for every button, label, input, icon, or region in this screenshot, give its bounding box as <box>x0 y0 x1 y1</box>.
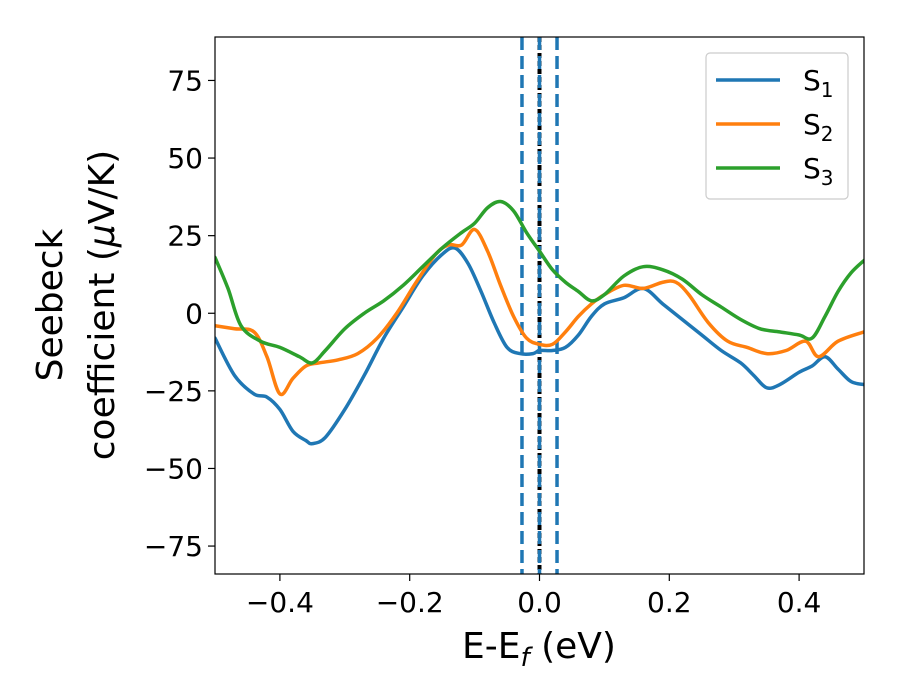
series-line-s3 <box>215 199 864 365</box>
y-tick-label: −25 <box>144 375 203 408</box>
x-axis: −0.4 −0.2 0.0 0.2 0.4 <box>246 574 821 619</box>
y-tick-label: 0 <box>185 297 203 330</box>
legend: S1 S2 S3 <box>705 52 849 200</box>
series-group <box>215 199 864 446</box>
reference-lines <box>520 37 559 574</box>
legend-box <box>705 52 849 200</box>
y-axis-title-line1: Seebeck <box>30 228 71 381</box>
y-tick-label: 25 <box>167 220 203 253</box>
x-tick-label: −0.4 <box>246 586 314 619</box>
x-tick-label: 0.4 <box>777 586 822 619</box>
legend-label: S1 <box>803 64 834 102</box>
x-axis-title: E-Ef (eV) <box>462 626 616 673</box>
legend-label: S3 <box>803 152 834 190</box>
y-axis: 75 50 25 0 −25 −50 −75 <box>144 64 215 563</box>
x-tick-label: 0.0 <box>517 586 562 619</box>
legend-label: S2 <box>803 108 834 146</box>
y-axis-title-line2: coefficient (μV/K) <box>82 150 123 460</box>
x-tick-label: 0.2 <box>647 586 692 619</box>
y-tick-label: 75 <box>167 64 203 97</box>
x-tick-label: −0.2 <box>376 586 444 619</box>
y-tick-label: −75 <box>144 530 203 563</box>
y-axis-title: Seebeck coefficient (μV/K) <box>30 150 123 460</box>
series-line-s1 <box>215 245 864 446</box>
y-tick-label: 50 <box>167 142 203 175</box>
y-tick-label: −50 <box>144 452 203 485</box>
